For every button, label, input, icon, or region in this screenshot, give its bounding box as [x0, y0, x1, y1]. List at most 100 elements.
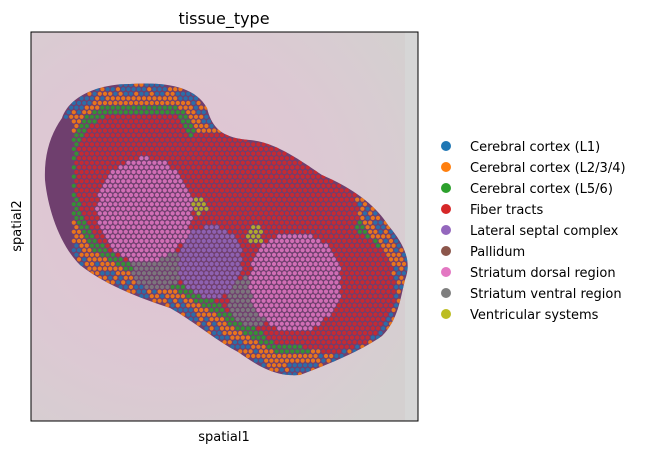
spot-point — [178, 105, 183, 110]
spot-point — [201, 202, 206, 207]
spot-point — [100, 179, 105, 184]
spot-point — [321, 248, 326, 253]
spot-point — [373, 330, 378, 336]
spot-point — [188, 114, 193, 119]
spot-point — [230, 261, 235, 267]
spot-point — [134, 202, 139, 207]
spot-point — [240, 215, 245, 221]
spot-point — [243, 248, 248, 253]
spot-point — [144, 211, 149, 216]
spot-point — [396, 271, 401, 276]
spot-point — [305, 248, 310, 253]
spot-point — [373, 211, 378, 216]
spot-point — [144, 202, 149, 207]
spot-point — [115, 225, 121, 230]
spot-point — [300, 202, 305, 207]
spot-point — [313, 335, 318, 340]
spot-point — [303, 307, 308, 313]
spot-point — [183, 197, 188, 202]
spot-point — [126, 151, 131, 156]
spot-point — [76, 110, 82, 115]
spot-point — [162, 206, 167, 211]
spot-point — [214, 142, 219, 147]
spot-point — [97, 248, 102, 253]
spot-point — [191, 183, 196, 188]
spot-point — [279, 294, 284, 299]
spot-point — [204, 326, 209, 331]
spot-point — [313, 271, 318, 276]
spot-point — [118, 156, 123, 161]
spot-point — [162, 234, 167, 239]
spot-point — [238, 312, 243, 317]
spot-point — [344, 344, 349, 349]
spot-point — [308, 234, 313, 239]
spot-point — [227, 229, 232, 234]
spot-point — [134, 266, 139, 271]
spot-point — [352, 330, 357, 336]
spot-point — [126, 280, 131, 285]
spot-point — [264, 340, 269, 345]
spot-point — [141, 96, 147, 101]
spot-point — [352, 312, 357, 317]
spot-point — [170, 146, 175, 152]
spot-point — [147, 206, 152, 211]
spot-point — [295, 238, 300, 244]
spot-point — [258, 275, 264, 280]
spot-point — [219, 142, 225, 147]
spot-point — [87, 119, 92, 124]
spot-point — [349, 289, 355, 294]
spot-point — [394, 275, 399, 280]
spot-point — [277, 353, 282, 359]
spot-point — [128, 137, 134, 142]
spot-point — [74, 114, 79, 119]
spot-point — [368, 275, 373, 280]
spot-point — [362, 284, 368, 290]
spot-point — [110, 133, 115, 138]
spot-point — [149, 248, 154, 253]
spot-point — [165, 174, 170, 179]
spot-point — [115, 179, 121, 184]
spot-point — [258, 220, 264, 225]
spot-point — [284, 321, 290, 326]
spot-point — [316, 211, 321, 216]
spot-point — [147, 151, 152, 156]
spot-point — [115, 169, 121, 175]
spot-point — [370, 261, 375, 267]
spot-point — [253, 156, 258, 161]
spot-point — [118, 229, 123, 234]
spot-point — [160, 146, 165, 152]
spot-point — [131, 105, 136, 110]
spot-point — [162, 225, 167, 230]
spot-point — [115, 252, 121, 257]
spot-point — [183, 298, 188, 303]
spot-point — [186, 174, 191, 179]
spot-point — [144, 100, 149, 106]
spot-point — [118, 174, 123, 179]
spot-point — [82, 100, 87, 106]
spot-point — [232, 174, 238, 179]
spot-point — [388, 284, 394, 290]
spot-point — [139, 146, 144, 152]
spot-point — [271, 363, 277, 368]
spot-point — [214, 307, 219, 313]
spot-point — [152, 114, 157, 119]
spot-point — [290, 257, 295, 262]
spot-point — [313, 225, 318, 230]
spot-point — [160, 110, 165, 115]
spot-point — [357, 202, 362, 207]
spot-point — [136, 169, 141, 175]
spot-point — [128, 202, 134, 207]
spot-point — [173, 289, 178, 294]
spot-point — [399, 266, 404, 271]
spot-point — [126, 142, 131, 147]
spot-point — [170, 229, 175, 234]
spot-point — [331, 275, 336, 280]
spot-point — [300, 275, 305, 280]
spot-point — [271, 252, 277, 257]
spot-point — [95, 142, 100, 147]
spot-point — [157, 123, 162, 129]
spot-point — [95, 151, 100, 156]
spot-point — [310, 349, 316, 354]
spot-point — [277, 188, 282, 193]
spot-point — [318, 307, 323, 313]
